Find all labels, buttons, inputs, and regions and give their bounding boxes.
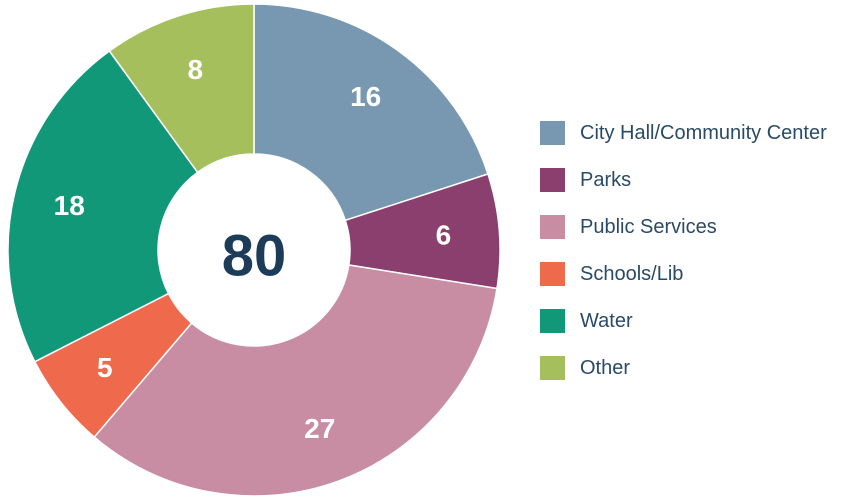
legend-swatch [540, 262, 565, 286]
legend-label: Public Services [580, 216, 717, 238]
legend-swatch [540, 309, 565, 333]
legend-label: Parks [580, 169, 631, 191]
legend-swatch [540, 121, 565, 145]
center-total: 80 [222, 224, 287, 289]
slice-label: 6 [436, 220, 452, 251]
slice-label: 16 [350, 81, 381, 112]
slice-label: 27 [304, 413, 335, 444]
slice-label: 5 [97, 352, 113, 383]
legend-label: City Hall/Community Center [580, 122, 827, 144]
legend-label: Other [580, 357, 630, 379]
legend-label: Water [580, 310, 633, 332]
donut-hole [158, 154, 350, 346]
legend-swatch [540, 168, 565, 192]
legend-label: Schools/Lib [580, 263, 683, 285]
legend-swatch [540, 356, 565, 380]
slice-label: 18 [54, 190, 85, 221]
legend-swatch [540, 215, 565, 239]
slice-label: 8 [187, 54, 203, 85]
